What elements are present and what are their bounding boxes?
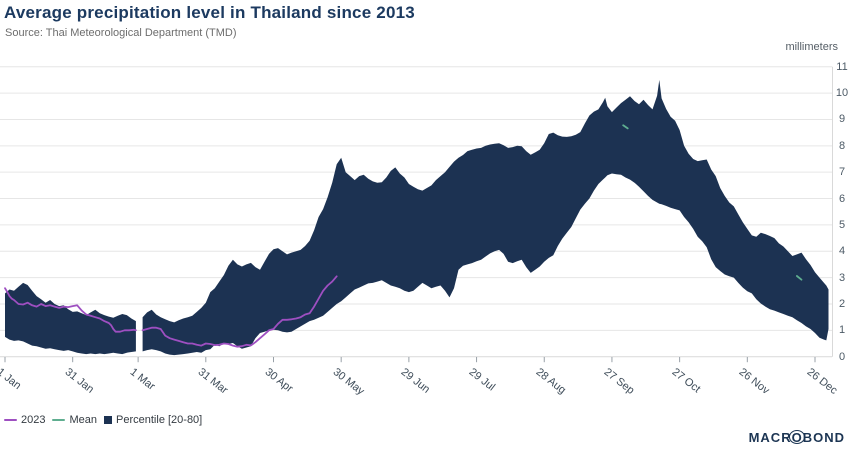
y-axis-label: 8 [838,139,846,152]
y-axis-unit-label: millimeters [785,41,838,53]
legend-label: Percentile [20-80] [116,414,203,426]
series-line-mean [796,275,803,281]
legend-label: Mean [69,414,98,426]
legend-item-2023: 2023 [4,414,45,426]
y-axis-label: 1 [838,324,846,337]
y-axis-label: 6 [838,192,846,205]
percentile-band [142,79,829,356]
legend-item-mean: Mean [52,414,97,426]
y-axis-label: 3 [838,271,846,284]
y-axis-label: 10 [835,87,849,100]
macrobond-logo: MACROBOND [749,430,845,445]
legend-item-percentile-20-80-: Percentile [20-80] [104,414,202,426]
legend-label: 2023 [21,414,46,426]
y-axis-label: 4 [838,245,846,258]
series-line-mean [622,124,629,130]
logo-text-right: BOND [802,430,845,445]
legend-swatch [4,419,17,421]
legend-swatch [52,419,66,421]
logo-text-left: MACR [748,430,792,445]
y-axis-label: 7 [838,166,846,179]
chart-legend: 2023 Mean Percentile [20-80] [4,413,202,427]
source-note: Source: Thai Meteorological Department (… [5,27,237,39]
logo-ring-o: O [788,430,805,445]
page-title: Average precipitation level in Thailand … [4,3,415,22]
y-axis-label: 5 [838,218,846,231]
y-axis-label: 11 [836,60,848,73]
series-line-2023 [4,287,137,333]
series-line-2023 [141,275,338,348]
percentile-band [5,282,136,355]
y-axis-label: 9 [838,113,846,126]
y-axis-label: 2 [838,297,846,310]
y-axis-label: 0 [838,350,846,363]
legend-swatch [104,416,113,424]
